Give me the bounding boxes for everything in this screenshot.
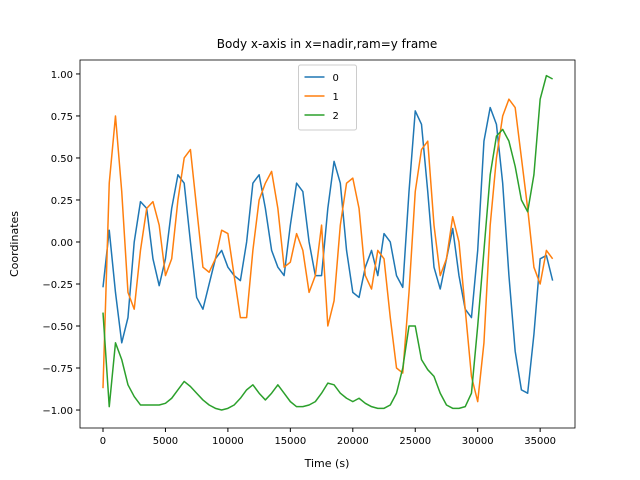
legend-label: 0 [333, 73, 339, 84]
y-axis-label: Coordinates [8, 211, 21, 277]
y-tick-label: 0.25 [51, 196, 73, 207]
legend-label: 2 [333, 111, 339, 122]
legend-label: 1 [333, 92, 339, 103]
x-tick-label: 10000 [212, 436, 244, 447]
x-tick-label: 30000 [462, 436, 494, 447]
y-tick-label: −0.75 [42, 364, 73, 375]
legend-box [298, 64, 357, 131]
x-axis-label: Time (s) [304, 457, 350, 470]
y-tick-label: −0.50 [42, 322, 73, 333]
x-tick-label: 5000 [153, 436, 178, 447]
x-tick-label: 20000 [337, 436, 369, 447]
plot-frame [79, 59, 576, 429]
y-tick-label: 1.00 [51, 70, 73, 81]
x-tick-label: 25000 [399, 436, 431, 447]
chart-title: Body x-axis in x=nadir,ram=y frame [217, 37, 438, 51]
series-line [102, 74, 553, 411]
y-tick-label: 0.00 [51, 238, 73, 249]
y-tick-label: 0.50 [51, 154, 73, 165]
x-tick-label: 15000 [274, 436, 306, 447]
series-line [102, 106, 554, 394]
series-line [102, 98, 554, 403]
y-tick-label: −1.00 [42, 406, 73, 417]
x-tick-label: 35000 [524, 436, 556, 447]
y-tick-label: −0.25 [42, 280, 73, 291]
y-tick-label: 0.75 [51, 112, 73, 123]
x-tick-label: 0 [100, 436, 106, 447]
